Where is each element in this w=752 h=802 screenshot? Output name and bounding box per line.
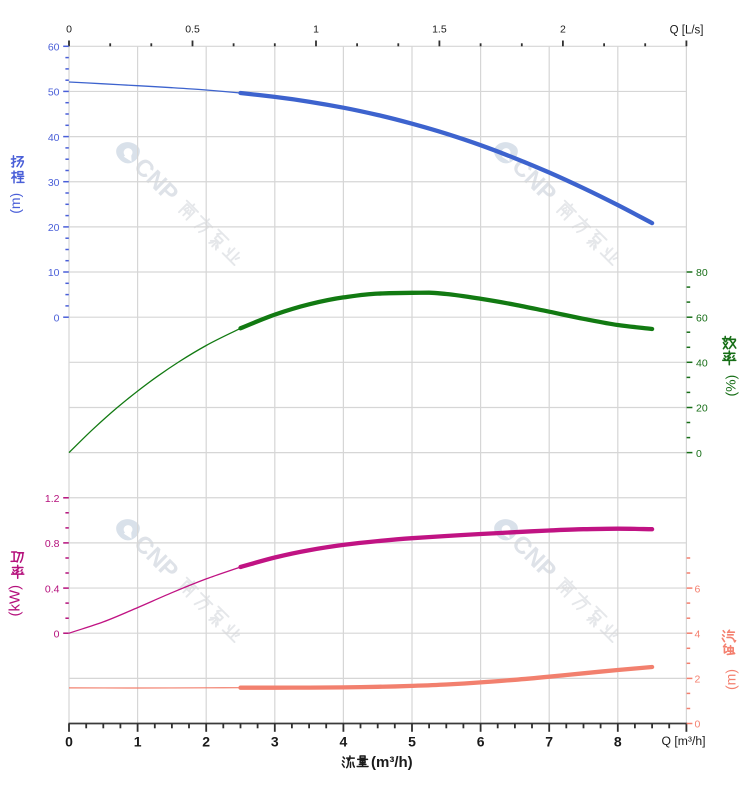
svg-text:2: 2 <box>202 734 210 750</box>
svg-text:0: 0 <box>66 24 72 36</box>
svg-text:0: 0 <box>54 628 60 640</box>
svg-text:0: 0 <box>65 734 73 750</box>
svg-text:(m³/h): (m³/h) <box>371 754 413 771</box>
svg-text:80: 80 <box>696 267 708 279</box>
svg-text:(%): (%) <box>723 375 739 397</box>
svg-text:(m): (m) <box>723 669 739 690</box>
svg-text:7: 7 <box>545 734 553 750</box>
svg-text:40: 40 <box>48 132 60 144</box>
svg-text:4: 4 <box>340 734 348 750</box>
svg-text:40: 40 <box>696 358 708 370</box>
svg-text:0: 0 <box>696 448 702 460</box>
svg-text:Q [m³/h]: Q [m³/h] <box>661 734 705 748</box>
svg-text:1.5: 1.5 <box>432 24 447 36</box>
svg-text:0.8: 0.8 <box>45 538 60 550</box>
svg-text:0.5: 0.5 <box>185 24 200 36</box>
svg-text:0: 0 <box>695 719 701 731</box>
svg-text:50: 50 <box>48 87 60 99</box>
svg-text:6: 6 <box>477 734 485 750</box>
svg-text:1.2: 1.2 <box>45 493 60 505</box>
svg-text:Q [L/s]: Q [L/s] <box>670 25 704 37</box>
svg-text:0: 0 <box>54 312 60 324</box>
svg-text:(m): (m) <box>7 193 23 214</box>
svg-text:8: 8 <box>614 734 622 750</box>
svg-text:1: 1 <box>134 734 142 750</box>
svg-text:0.4: 0.4 <box>45 583 60 595</box>
svg-text:1: 1 <box>313 24 319 36</box>
svg-text:6: 6 <box>695 583 701 595</box>
svg-text:30: 30 <box>48 177 60 189</box>
svg-text:2: 2 <box>560 24 566 36</box>
svg-text:4: 4 <box>695 628 701 640</box>
svg-text:60: 60 <box>696 312 708 324</box>
svg-text:20: 20 <box>696 403 708 415</box>
svg-text:(kW): (kW) <box>7 585 24 617</box>
svg-text:20: 20 <box>48 222 60 234</box>
svg-text:10: 10 <box>48 267 60 279</box>
svg-text:5: 5 <box>408 734 416 750</box>
svg-text:60: 60 <box>48 42 60 54</box>
svg-text:3: 3 <box>271 734 279 750</box>
svg-text:2: 2 <box>695 674 701 686</box>
